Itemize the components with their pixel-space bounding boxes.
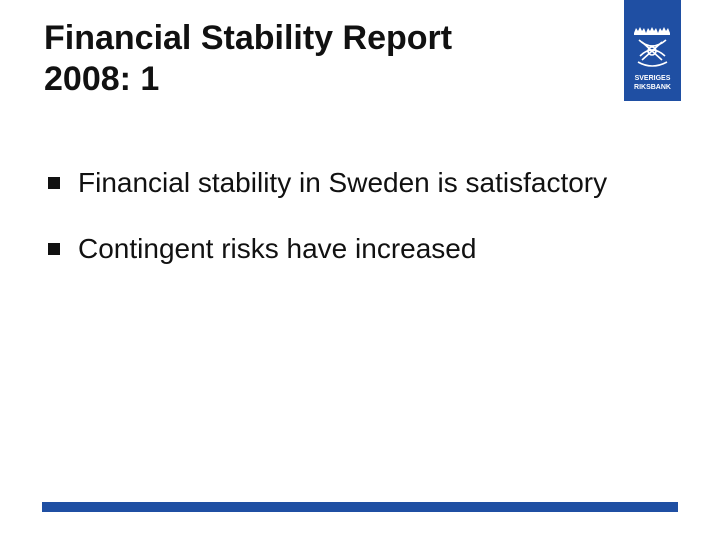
slide-title-line-2: 2008: 1 — [44, 60, 160, 98]
riksbank-logo: SVERIGES RIKSBANK — [624, 0, 681, 101]
bullet-list: Financial stability in Sweden is satisfa… — [44, 162, 704, 294]
bullet-text: Contingent risks have increased — [78, 233, 477, 264]
riksbank-crest-icon: SVERIGES RIKSBANK — [634, 27, 671, 91]
logo-text-line-2: RIKSBANK — [634, 84, 671, 91]
square-bullet-icon — [48, 177, 60, 189]
logo-text-line-1: SVERIGES — [635, 75, 671, 82]
footer-bar — [42, 502, 678, 512]
bullet-item: Financial stability in Sweden is satisfa… — [44, 162, 704, 204]
square-bullet-icon — [48, 243, 60, 255]
slide-title-line-1: Financial Stability Report — [44, 19, 453, 57]
bullet-item: Contingent risks have increased — [44, 228, 704, 270]
bullet-text: Financial stability in Sweden is satisfa… — [78, 167, 608, 198]
slide-title: Financial Stability Report 2008: 1 — [44, 18, 584, 100]
